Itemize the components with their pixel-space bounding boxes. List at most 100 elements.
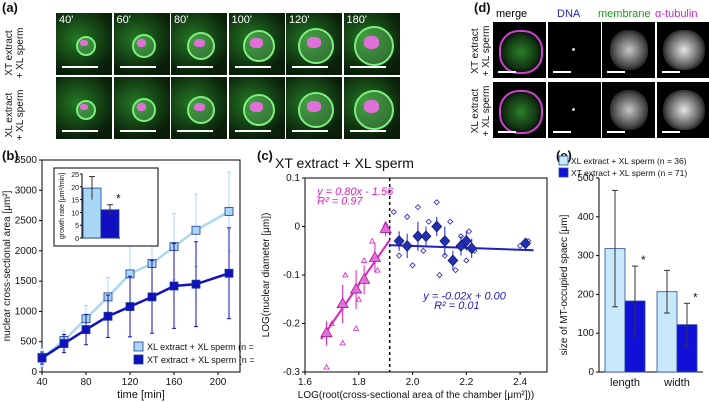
- scale-bar: [498, 131, 516, 133]
- inset-y-tick-label: 0: [75, 236, 79, 243]
- fluorescence-tile: [493, 82, 546, 138]
- raw-point: [452, 267, 459, 274]
- significance-mark: *: [641, 253, 646, 267]
- mean-point: [379, 222, 392, 233]
- fluorescence-tile: [547, 82, 601, 138]
- micrograph-tile: [286, 77, 342, 139]
- category-label: width: [663, 377, 690, 389]
- legend-swatch: [558, 155, 569, 166]
- x-tick-label: 40: [36, 377, 48, 388]
- panel-d-row2-label: XL extract + XL sperm: [470, 85, 492, 137]
- y-tick-label: 2500: [15, 216, 38, 227]
- raw-point: [433, 199, 440, 206]
- raw-point: [352, 325, 360, 331]
- raw-point: [420, 247, 427, 254]
- scale-bar: [62, 130, 98, 132]
- fluorescence-tile: [602, 82, 655, 138]
- raw-point: [447, 218, 454, 225]
- fit-r2: R² = 0.97: [317, 196, 363, 208]
- fluorescence-tile: [656, 22, 709, 78]
- raw-point: [436, 271, 443, 279]
- panel-d-label: (d): [474, 0, 491, 15]
- micrograph-tile: 60': [113, 13, 170, 75]
- data-point: [191, 279, 201, 289]
- scale-bar: [349, 66, 386, 68]
- x-tick-label: 80: [80, 377, 92, 388]
- data-point: [125, 302, 135, 311]
- raw-point: [441, 252, 448, 259]
- mean-point: [320, 326, 333, 338]
- x-axis-label: LOG(root(cross-sectional area of the cha…: [298, 390, 534, 401]
- mean-point: [357, 273, 371, 284]
- x-tick-label: 160: [166, 377, 183, 388]
- time-label: 40': [59, 14, 74, 26]
- y-tick-label: 500: [577, 173, 594, 184]
- time-label: 60': [116, 14, 131, 26]
- scale-bar: [234, 130, 271, 132]
- col-tubulin-label: α-tubulin: [655, 8, 698, 20]
- raw-point: [425, 218, 432, 225]
- inset-y-tick-label: 25: [71, 172, 79, 179]
- significance-mark: *: [693, 290, 698, 304]
- chart-e-mt-space: 0 100 200 300 400 500 size of MT-occupied spae…: [558, 155, 703, 389]
- mean-point: [336, 297, 349, 308]
- panel-c-label: (c): [257, 148, 273, 163]
- mean-point: [349, 282, 363, 294]
- scale-bar: [552, 71, 571, 73]
- panel-a-row2-label: XL extract + XL sperm: [4, 89, 26, 141]
- chart-c-scaling: XT extract + XL sperm -0.3 -0.2 -0.1 0 0.1 1.6…: [261, 155, 548, 401]
- mean-point: [412, 230, 424, 243]
- raw-point: [404, 213, 411, 220]
- y-tick-label: 0: [588, 367, 594, 378]
- y-tick-label: 0: [294, 222, 300, 233]
- x-axis-label: time [min]: [117, 389, 165, 401]
- data-point: [224, 207, 234, 216]
- micrograph-tile: [171, 77, 227, 139]
- x-tick-label: 1.8: [352, 377, 366, 388]
- data-point: [81, 325, 91, 335]
- y-tick-label: 100: [577, 328, 594, 339]
- y-tick-label: 1500: [15, 276, 38, 287]
- y-tick-label: 2000: [15, 246, 38, 257]
- mean-point: [460, 235, 472, 247]
- x-tick-label: 120: [122, 377, 139, 388]
- raw-point: [409, 262, 416, 269]
- inset-y-tick-label: 5: [75, 223, 79, 230]
- legend-entry: XT extract + XL sperm (n = 71): [571, 168, 687, 178]
- raw-point: [396, 252, 403, 259]
- x-tick-label: 200: [210, 377, 227, 388]
- scale-bar: [349, 130, 386, 132]
- raw-point: [465, 228, 473, 235]
- y-tick-label: -0.3: [283, 367, 301, 378]
- raw-point: [374, 266, 381, 273]
- raw-point: [390, 208, 397, 216]
- col-merge-label: merge: [496, 8, 528, 20]
- data-point: [59, 339, 69, 348]
- y-tick-label: 1000: [15, 306, 38, 317]
- legend-entry: XL extract + XL sperm (n = 36): [571, 156, 687, 166]
- y-axis-label: nuclear cross-sectional area [μm²]: [2, 190, 13, 341]
- inset-y-axis-label: growth rate [μm²/min]: [59, 173, 66, 239]
- mean-point: [393, 235, 405, 247]
- scale-bar: [292, 66, 328, 68]
- micrograph-tile: [56, 77, 112, 139]
- inset-y-tick-label: 15: [71, 198, 79, 205]
- fit-equation: y = 0.80x - 1.56: [316, 186, 394, 198]
- inset-y-tick-label: 20: [71, 185, 79, 192]
- time-label: 120': [289, 14, 310, 26]
- scale-bar: [607, 131, 625, 133]
- micrograph-tile: [228, 77, 285, 139]
- scale-bar: [661, 71, 680, 73]
- scale-bar: [177, 130, 213, 132]
- y-tick-label: 3000: [15, 185, 38, 196]
- raw-point: [463, 257, 470, 264]
- legend-entry: XT extract + XL sperm (n = 25): [147, 355, 255, 365]
- micrograph-tile: [113, 77, 170, 139]
- micrograph-tile: 120': [286, 13, 342, 75]
- y-tick-label: 0: [31, 367, 37, 378]
- time-label: 80': [174, 14, 189, 26]
- scale-bar: [498, 71, 516, 73]
- fit-equation: y = -0.02x + 0.00: [422, 290, 506, 302]
- data-point: [169, 281, 179, 291]
